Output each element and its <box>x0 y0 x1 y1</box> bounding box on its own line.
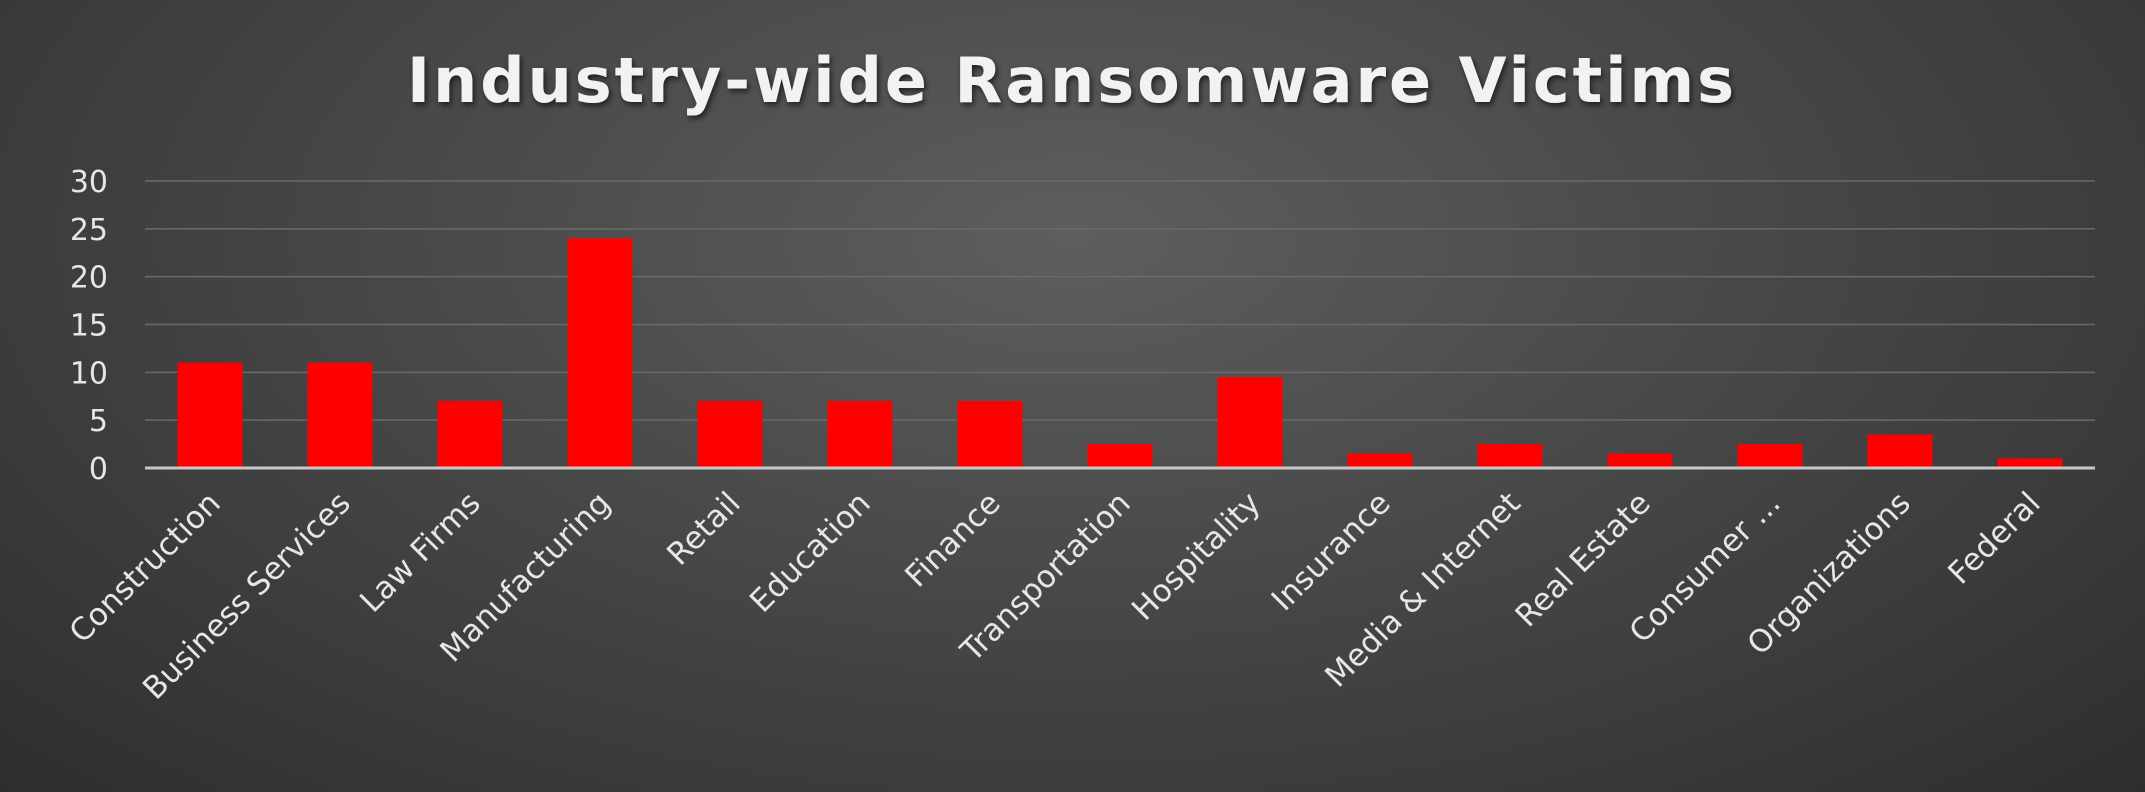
chart-title: Industry-wide Ransomware Victims <box>407 44 1737 117</box>
bar <box>1087 444 1153 468</box>
y-tick-label: 0 <box>89 452 108 487</box>
bar <box>307 362 373 468</box>
bar <box>697 401 763 468</box>
bar <box>1997 458 2063 468</box>
y-tick-label: 25 <box>70 213 108 248</box>
bar <box>177 362 243 468</box>
y-tick-label: 20 <box>70 261 108 296</box>
bar <box>957 401 1023 468</box>
x-category-label: Law Firms <box>353 485 488 620</box>
bar <box>1477 444 1543 468</box>
bar <box>1607 453 1673 468</box>
bar <box>827 401 893 468</box>
y-tick-label: 5 <box>89 404 108 439</box>
x-category-label: Retail <box>660 485 747 572</box>
y-axis-tick-labels: 0 5 10 15 20 25 30 <box>70 165 108 487</box>
bar <box>1867 434 1933 468</box>
y-tick-label: 15 <box>70 309 108 344</box>
bar <box>1347 453 1413 468</box>
x-category-label: Education <box>743 485 878 620</box>
y-tick-label: 30 <box>70 165 108 200</box>
bar <box>1737 444 1803 468</box>
x-category-label: Insurance <box>1265 485 1398 618</box>
bar <box>1217 377 1283 468</box>
x-category-label: Hospitality <box>1125 485 1268 628</box>
x-category-label: Finance <box>898 485 1007 594</box>
gridlines <box>145 180 2095 421</box>
bars <box>177 238 2063 468</box>
x-category-label: Federal <box>1941 485 2047 591</box>
y-tick-label: 10 <box>70 356 108 391</box>
bar <box>437 401 503 468</box>
bar <box>567 238 633 468</box>
